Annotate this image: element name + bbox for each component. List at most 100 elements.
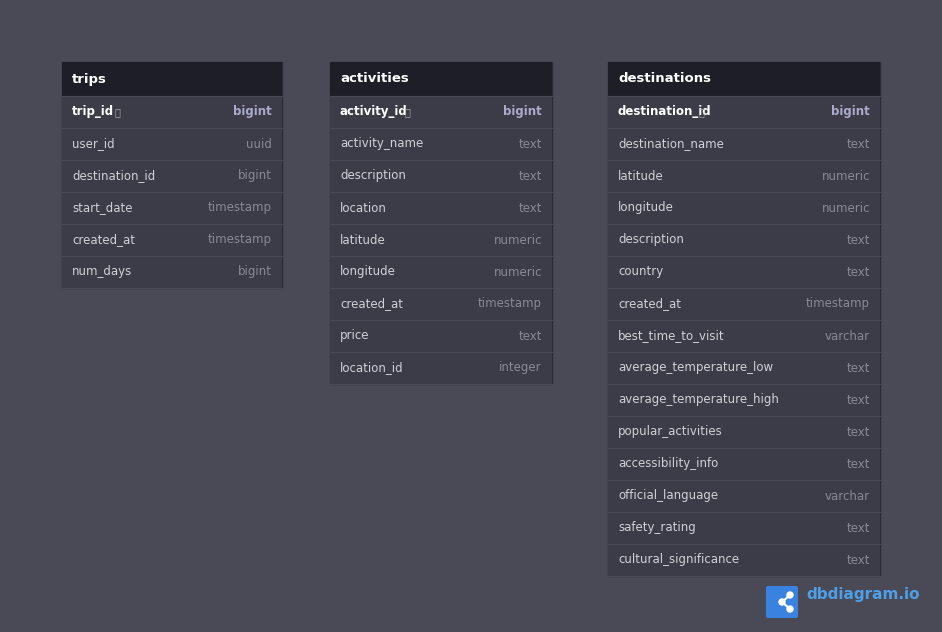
FancyBboxPatch shape: [330, 320, 552, 352]
FancyBboxPatch shape: [608, 544, 880, 576]
Text: latitude: latitude: [618, 169, 664, 183]
FancyBboxPatch shape: [608, 256, 880, 288]
FancyBboxPatch shape: [608, 96, 880, 128]
Circle shape: [787, 592, 793, 598]
Text: integer: integer: [499, 362, 542, 375]
Text: safety_rating: safety_rating: [618, 521, 696, 535]
Text: dbdiagram.io: dbdiagram.io: [806, 586, 919, 602]
Text: timestamp: timestamp: [806, 298, 870, 310]
FancyBboxPatch shape: [608, 416, 880, 448]
FancyBboxPatch shape: [330, 192, 552, 224]
FancyBboxPatch shape: [330, 352, 552, 384]
FancyBboxPatch shape: [766, 586, 798, 618]
Text: average_temperature_low: average_temperature_low: [618, 362, 773, 375]
FancyBboxPatch shape: [62, 192, 282, 224]
FancyBboxPatch shape: [62, 160, 282, 192]
FancyBboxPatch shape: [330, 288, 552, 320]
Text: timestamp: timestamp: [208, 202, 272, 214]
Text: location_id: location_id: [340, 362, 403, 375]
Text: ⚿: ⚿: [699, 107, 705, 117]
Text: trips: trips: [72, 73, 106, 85]
FancyBboxPatch shape: [608, 352, 880, 384]
Text: text: text: [847, 425, 870, 439]
Text: ⚿: ⚿: [404, 107, 411, 117]
FancyBboxPatch shape: [608, 62, 880, 576]
Text: longitude: longitude: [618, 202, 674, 214]
Text: text: text: [847, 521, 870, 535]
FancyBboxPatch shape: [62, 62, 282, 288]
Text: official_language: official_language: [618, 490, 718, 502]
Text: longitude: longitude: [340, 265, 396, 279]
Text: numeric: numeric: [821, 202, 870, 214]
Text: description: description: [340, 169, 406, 183]
Text: uuid: uuid: [246, 138, 272, 150]
Text: text: text: [518, 169, 542, 183]
FancyBboxPatch shape: [608, 160, 880, 192]
FancyBboxPatch shape: [62, 62, 282, 96]
Text: description: description: [618, 233, 684, 246]
Circle shape: [787, 606, 793, 612]
FancyBboxPatch shape: [608, 384, 880, 416]
Text: created_at: created_at: [618, 298, 681, 310]
Text: timestamp: timestamp: [478, 298, 542, 310]
Text: numeric: numeric: [494, 233, 542, 246]
Text: activity_id: activity_id: [340, 106, 408, 119]
Text: best_time_to_visit: best_time_to_visit: [618, 329, 724, 343]
Text: bigint: bigint: [831, 106, 870, 119]
Text: destination_name: destination_name: [618, 138, 723, 150]
FancyBboxPatch shape: [608, 320, 880, 352]
Text: created_at: created_at: [72, 233, 135, 246]
Text: numeric: numeric: [821, 169, 870, 183]
FancyBboxPatch shape: [608, 288, 880, 320]
Text: created_at: created_at: [340, 298, 403, 310]
FancyBboxPatch shape: [62, 96, 282, 128]
Text: text: text: [847, 265, 870, 279]
FancyBboxPatch shape: [608, 62, 880, 96]
FancyBboxPatch shape: [608, 192, 880, 224]
FancyBboxPatch shape: [330, 224, 552, 256]
FancyBboxPatch shape: [608, 224, 880, 256]
Text: popular_activities: popular_activities: [618, 425, 723, 439]
FancyBboxPatch shape: [608, 448, 880, 480]
Text: country: country: [618, 265, 663, 279]
FancyBboxPatch shape: [608, 512, 880, 544]
Text: destination_id: destination_id: [72, 169, 155, 183]
FancyBboxPatch shape: [62, 128, 282, 160]
Text: timestamp: timestamp: [208, 233, 272, 246]
FancyBboxPatch shape: [330, 96, 552, 128]
Text: activity_name: activity_name: [340, 138, 423, 150]
Text: activities: activities: [340, 73, 409, 85]
Text: text: text: [847, 458, 870, 470]
Text: ⚿: ⚿: [115, 107, 121, 117]
Text: num_days: num_days: [72, 265, 132, 279]
Text: text: text: [518, 138, 542, 150]
Text: varchar: varchar: [825, 490, 870, 502]
Text: text: text: [518, 329, 542, 343]
Text: start_date: start_date: [72, 202, 133, 214]
Text: location: location: [340, 202, 387, 214]
Text: bigint: bigint: [238, 265, 272, 279]
Text: text: text: [847, 394, 870, 406]
Text: average_temperature_high: average_temperature_high: [618, 394, 779, 406]
FancyBboxPatch shape: [330, 62, 552, 96]
FancyBboxPatch shape: [608, 128, 880, 160]
Text: text: text: [847, 554, 870, 566]
Text: bigint: bigint: [238, 169, 272, 183]
Text: latitude: latitude: [340, 233, 386, 246]
FancyBboxPatch shape: [62, 256, 282, 288]
Text: trip_id: trip_id: [72, 106, 114, 119]
Text: numeric: numeric: [494, 265, 542, 279]
Text: accessibility_info: accessibility_info: [618, 458, 718, 470]
FancyBboxPatch shape: [330, 256, 552, 288]
FancyBboxPatch shape: [330, 160, 552, 192]
Text: text: text: [847, 138, 870, 150]
Text: varchar: varchar: [825, 329, 870, 343]
Text: destinations: destinations: [618, 73, 711, 85]
Text: text: text: [518, 202, 542, 214]
Text: price: price: [340, 329, 369, 343]
Text: user_id: user_id: [72, 138, 115, 150]
Text: cultural_significance: cultural_significance: [618, 554, 739, 566]
Text: destination_id: destination_id: [618, 106, 711, 119]
FancyBboxPatch shape: [62, 224, 282, 256]
Circle shape: [779, 599, 785, 605]
